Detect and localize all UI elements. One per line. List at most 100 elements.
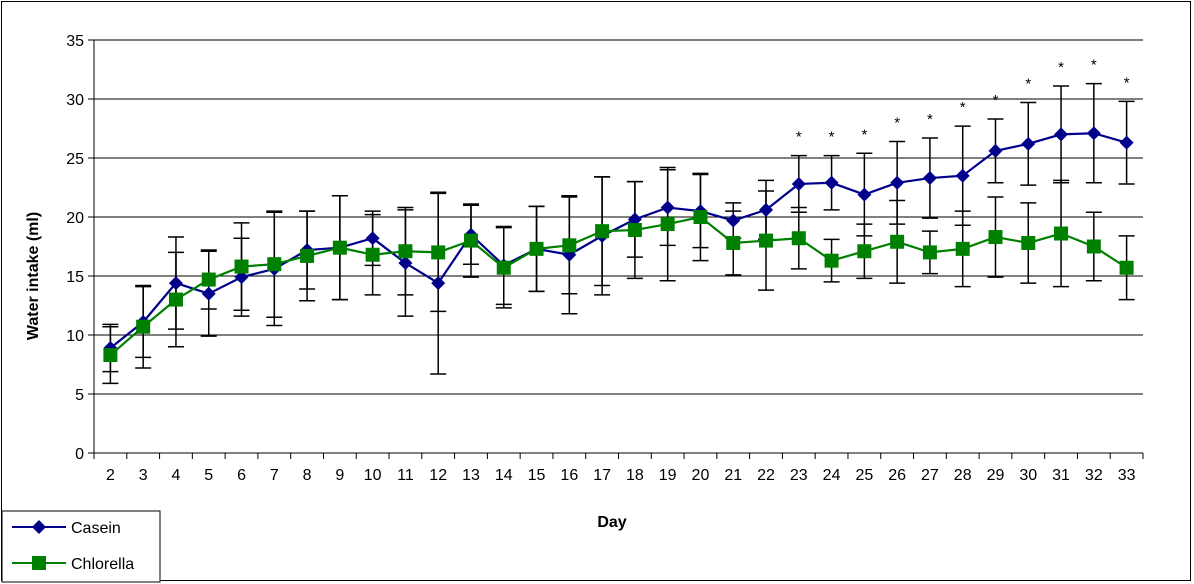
x-tick-labels: 2 3 4 5 6 7 8 9 10 11 12 13 14 15 16 17 18 19 20 21 22 23 24 25… bbox=[106, 467, 1136, 484]
x-tick-label: 8 bbox=[303, 467, 312, 484]
x-tick-label: 16 bbox=[560, 467, 578, 484]
point-chlorella bbox=[168, 292, 183, 307]
point-casein bbox=[1086, 126, 1101, 141]
significance-star: * bbox=[1058, 59, 1064, 76]
point-casein bbox=[857, 187, 872, 202]
point-casein bbox=[955, 168, 970, 183]
point-chlorella bbox=[201, 272, 216, 287]
point-casein bbox=[201, 286, 216, 301]
point-casein bbox=[234, 270, 249, 285]
y-tick-labels: 0 5 10 15 20 25 30 35 bbox=[66, 33, 84, 463]
x-tick-label: 14 bbox=[495, 467, 513, 484]
point-chlorella bbox=[300, 248, 315, 263]
x-tick-label: 13 bbox=[462, 467, 480, 484]
grid-lines bbox=[94, 39, 1143, 395]
y-axis-title: Water intake (ml) bbox=[25, 212, 42, 340]
legend-item-casein: Casein bbox=[12, 520, 121, 537]
x-tick-label: 28 bbox=[954, 467, 972, 484]
point-casein bbox=[365, 231, 380, 246]
point-chlorella bbox=[824, 253, 839, 268]
point-chlorella bbox=[365, 247, 380, 262]
point-chlorella bbox=[1054, 226, 1069, 241]
point-chlorella bbox=[463, 233, 478, 248]
x-tick-label: 25 bbox=[855, 467, 873, 484]
significance-star: * bbox=[960, 99, 966, 116]
point-chlorella bbox=[922, 245, 937, 260]
x-tick-label: 27 bbox=[921, 467, 939, 484]
y-tick-label: 0 bbox=[75, 446, 84, 463]
significance-star: * bbox=[1091, 57, 1097, 74]
x-tick-label: 30 bbox=[1019, 467, 1037, 484]
y-tick-label: 30 bbox=[66, 92, 84, 109]
point-casein bbox=[1021, 136, 1036, 151]
x-tick-label: 21 bbox=[724, 467, 742, 484]
x-tick-label: 33 bbox=[1118, 467, 1136, 484]
point-chlorella bbox=[496, 260, 511, 275]
point-casein bbox=[759, 202, 774, 217]
x-tick-label: 31 bbox=[1052, 467, 1070, 484]
x-tick-label: 3 bbox=[139, 467, 148, 484]
point-casein bbox=[627, 212, 642, 227]
x-tick-label: 5 bbox=[204, 467, 213, 484]
point-chlorella bbox=[332, 240, 347, 255]
point-chlorella bbox=[1119, 260, 1134, 275]
x-tick-label: 2 bbox=[106, 467, 115, 484]
point-chlorella bbox=[136, 319, 151, 334]
significance-star: * bbox=[993, 92, 999, 109]
x-tick-label: 29 bbox=[987, 467, 1005, 484]
y-tick-label: 35 bbox=[66, 33, 84, 50]
point-chlorella bbox=[1021, 235, 1036, 250]
x-tick-label: 6 bbox=[237, 467, 246, 484]
significance-star: * bbox=[796, 129, 802, 146]
point-chlorella bbox=[398, 244, 413, 259]
point-casein bbox=[890, 175, 905, 190]
x-tick-label: 4 bbox=[172, 467, 181, 484]
error-bars bbox=[102, 82, 1135, 385]
x-tick-label: 7 bbox=[270, 467, 279, 484]
point-chlorella bbox=[660, 217, 675, 232]
point-chlorella bbox=[857, 244, 872, 259]
point-casein bbox=[168, 276, 183, 291]
x-tick-label: 19 bbox=[659, 467, 677, 484]
significance-star: * bbox=[1025, 76, 1031, 93]
point-chlorella bbox=[627, 222, 642, 237]
y-tick-label: 15 bbox=[66, 269, 84, 286]
point-casein bbox=[824, 175, 839, 190]
point-chlorella bbox=[759, 233, 774, 248]
x-tick-label: 22 bbox=[757, 467, 775, 484]
point-chlorella bbox=[988, 230, 1003, 245]
point-chlorella bbox=[791, 231, 806, 246]
point-casein bbox=[431, 276, 446, 291]
x-tick-label: 10 bbox=[364, 467, 382, 484]
x-tick-label: 24 bbox=[823, 467, 841, 484]
point-chlorella bbox=[267, 257, 282, 272]
legend-marker-casein bbox=[32, 520, 46, 534]
point-casein bbox=[398, 256, 413, 271]
x-tick-label: 17 bbox=[593, 467, 611, 484]
point-chlorella bbox=[1086, 239, 1101, 254]
significance-star: * bbox=[861, 126, 867, 143]
x-tick-label: 18 bbox=[626, 467, 644, 484]
y-tick-label: 5 bbox=[75, 387, 84, 404]
legend-box bbox=[1, 510, 161, 583]
point-casein bbox=[988, 143, 1003, 158]
x-tick-label: 11 bbox=[397, 467, 414, 484]
legend-label-casein: Casein bbox=[71, 520, 121, 537]
point-chlorella bbox=[693, 210, 708, 224]
point-casein bbox=[660, 200, 675, 215]
significance-star: * bbox=[1124, 74, 1130, 91]
point-chlorella bbox=[955, 241, 970, 256]
x-tick-label: 15 bbox=[528, 467, 546, 484]
x-tick-label: 32 bbox=[1085, 467, 1103, 484]
legend-marker-chlorella bbox=[32, 556, 46, 570]
point-chlorella bbox=[595, 224, 610, 239]
point-casein bbox=[791, 176, 806, 191]
x-tick-label: 23 bbox=[790, 467, 808, 484]
point-chlorella bbox=[103, 348, 118, 363]
significance-star: * bbox=[894, 114, 900, 131]
point-chlorella bbox=[726, 235, 741, 250]
series-markers bbox=[103, 126, 1134, 363]
point-casein bbox=[726, 213, 741, 228]
x-axis-title: Day bbox=[597, 514, 626, 531]
